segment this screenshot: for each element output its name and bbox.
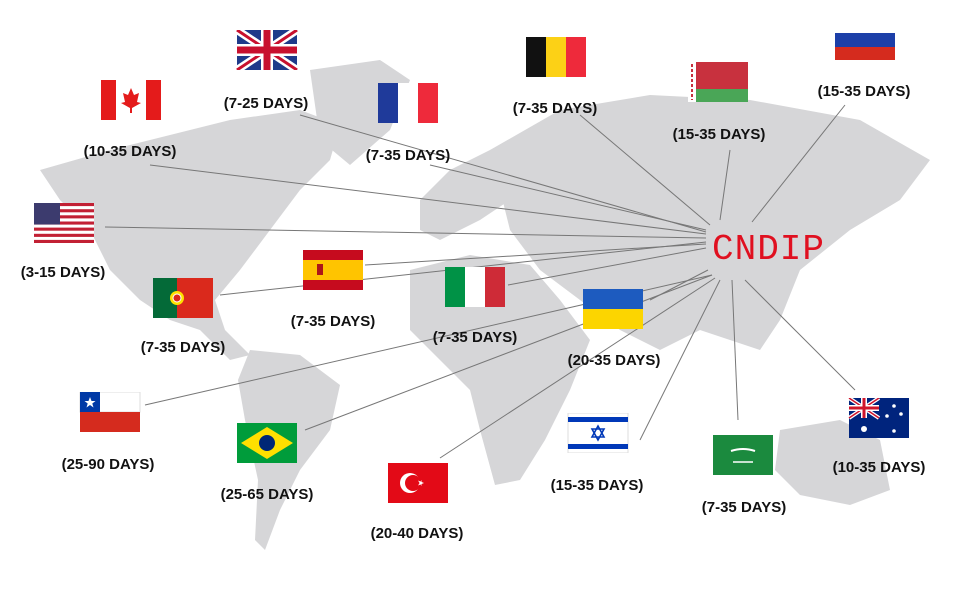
belgium-days: (7-35 DAYS) xyxy=(512,100,598,117)
italy-flag xyxy=(445,267,505,307)
spain-flag xyxy=(303,250,363,290)
north-america xyxy=(40,110,340,360)
canada-days: (10-35 DAYS) xyxy=(83,143,177,160)
portugal-flag xyxy=(153,278,213,318)
uk-days: (7-25 DAYS) xyxy=(223,95,309,112)
turkey-flag xyxy=(388,463,448,503)
usa-flag xyxy=(34,203,94,243)
israel-days: (15-35 DAYS) xyxy=(550,477,644,494)
chile-days: (25-90 DAYS) xyxy=(61,456,155,473)
uk-flag xyxy=(236,30,298,70)
brand-hub-label: CNDIP xyxy=(712,229,826,270)
portugal-days: (7-35 DAYS) xyxy=(140,339,226,356)
spain-days: (7-35 DAYS) xyxy=(290,313,376,330)
italy-days: (7-35 DAYS) xyxy=(432,329,518,346)
canada-flag xyxy=(101,80,161,120)
australia xyxy=(775,420,890,505)
saudi-days: (7-35 DAYS) xyxy=(701,499,787,516)
continents xyxy=(40,60,930,550)
asia xyxy=(490,95,930,350)
chile-flag xyxy=(79,392,141,432)
russia-days: (15-35 DAYS) xyxy=(817,83,911,100)
usa-days: (3-15 DAYS) xyxy=(20,264,106,281)
brazil-flag xyxy=(237,423,297,463)
israel-flag xyxy=(567,413,629,453)
belgium-flag xyxy=(526,37,586,77)
australia-flag xyxy=(848,398,909,438)
france-flag xyxy=(378,83,438,123)
brazil-days: (25-65 DAYS) xyxy=(220,486,314,503)
africa xyxy=(410,255,590,485)
turkey-days: (20-40 DAYS) xyxy=(370,525,464,542)
france-days: (7-35 DAYS) xyxy=(365,147,451,164)
saudi-flag xyxy=(713,435,773,475)
belarus-days: (15-35 DAYS) xyxy=(672,126,766,143)
ukraine-days: (20-35 DAYS) xyxy=(567,352,661,369)
ukraine-flag xyxy=(583,289,643,329)
australia-days: (10-35 DAYS) xyxy=(832,459,926,476)
belarus-flag xyxy=(688,62,748,102)
russia-flag xyxy=(835,20,895,60)
